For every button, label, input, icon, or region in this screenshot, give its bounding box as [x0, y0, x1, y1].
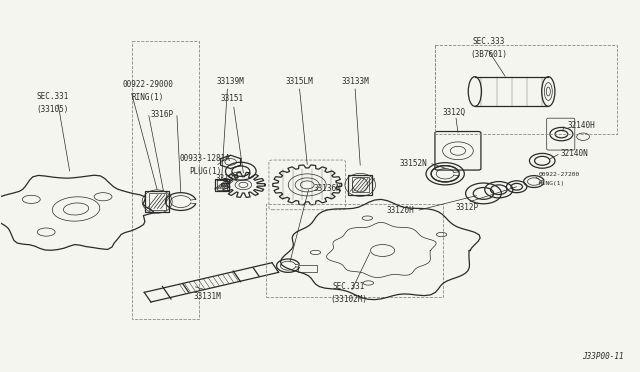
- Text: 33152N: 33152N: [399, 158, 428, 167]
- Text: 00922-27200: 00922-27200: [539, 172, 580, 177]
- Text: 33133M: 33133M: [341, 77, 369, 86]
- Text: 33120H: 33120H: [387, 206, 415, 215]
- Text: 33151: 33151: [221, 94, 244, 103]
- Text: 3312P: 3312P: [455, 203, 479, 212]
- Text: 33136N: 33136N: [314, 184, 341, 193]
- Text: 32140H: 32140H: [568, 121, 596, 130]
- Text: 00933-1281A: 00933-1281A: [180, 154, 230, 163]
- Text: SEC.331: SEC.331: [333, 282, 365, 291]
- Text: 3315LM: 3315LM: [285, 77, 314, 86]
- Text: J33P00-11: J33P00-11: [582, 352, 623, 361]
- Text: SEC.333: SEC.333: [472, 37, 505, 46]
- Text: RING(1): RING(1): [131, 93, 164, 102]
- Text: 32140N: 32140N: [560, 149, 588, 158]
- Text: 3312Q: 3312Q: [442, 108, 466, 118]
- Text: (3B7601): (3B7601): [470, 50, 507, 60]
- Text: 00922-29000: 00922-29000: [122, 80, 173, 89]
- Text: 33139: 33139: [216, 174, 239, 183]
- Text: RING(1): RING(1): [539, 181, 565, 186]
- Text: 33139M: 33139M: [217, 77, 244, 86]
- Text: PLUG(1): PLUG(1): [189, 167, 221, 176]
- Text: (33102M): (33102M): [330, 295, 367, 304]
- Text: 33131M: 33131M: [194, 292, 221, 301]
- Text: 3316P: 3316P: [150, 110, 173, 119]
- Text: SEC.331: SEC.331: [37, 92, 69, 101]
- Text: (33105): (33105): [37, 105, 69, 114]
